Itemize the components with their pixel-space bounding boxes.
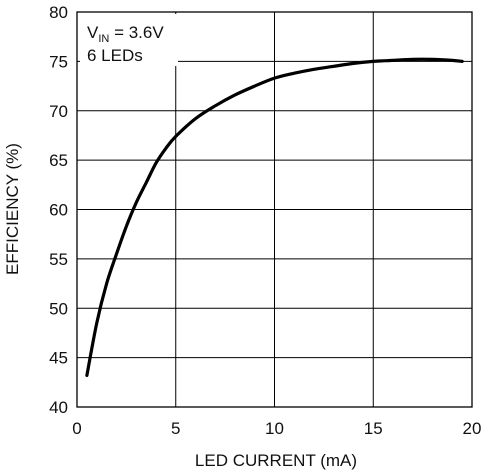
x-axis-title: LED CURRENT (mA) bbox=[195, 451, 357, 470]
y-tick-label: 55 bbox=[49, 250, 68, 269]
annotation-leds: 6 LEDs bbox=[87, 46, 143, 65]
x-tick-label: 15 bbox=[364, 419, 383, 438]
efficiency-curve bbox=[85, 57, 464, 377]
y-tick-label: 50 bbox=[49, 299, 68, 318]
x-tick-label: 0 bbox=[72, 419, 81, 438]
x-axis-ticks: 0 5 10 15 20 bbox=[72, 419, 481, 438]
plot-frame bbox=[76, 11, 473, 408]
y-tick-label: 65 bbox=[49, 151, 68, 170]
y-tick-label: 70 bbox=[49, 102, 68, 121]
curve-layer bbox=[85, 57, 464, 377]
annotation: VIN = 3.6V 6 LEDs bbox=[80, 14, 178, 66]
annotation-vin: VIN = 3.6V bbox=[87, 23, 164, 45]
annotation-v-value: = 3.6V bbox=[109, 23, 164, 42]
annotation-v-subscript: IN bbox=[98, 33, 109, 45]
annotation-v: V bbox=[87, 23, 99, 42]
x-tick-label: 10 bbox=[265, 419, 284, 438]
x-tick-label: 5 bbox=[171, 419, 180, 438]
x-tick-label: 20 bbox=[463, 419, 482, 438]
y-tick-label: 80 bbox=[49, 3, 68, 22]
y-axis-title: EFFICIENCY (%) bbox=[3, 143, 22, 275]
y-tick-label: 75 bbox=[49, 52, 68, 71]
y-tick-label: 60 bbox=[49, 201, 68, 220]
y-axis-ticks: 40 45 50 55 60 65 70 75 80 bbox=[49, 3, 68, 417]
y-tick-label: 40 bbox=[49, 398, 68, 417]
annotation-background bbox=[80, 14, 178, 66]
grid bbox=[77, 12, 472, 407]
y-tick-label: 45 bbox=[49, 349, 68, 368]
